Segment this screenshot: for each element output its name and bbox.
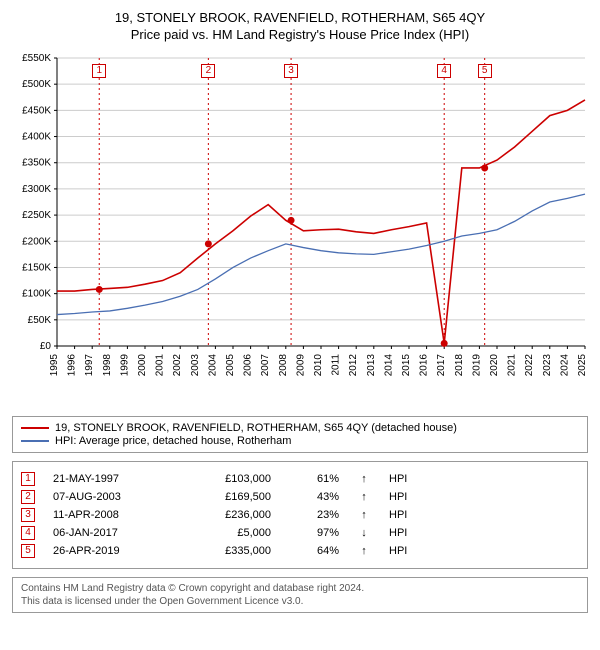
svg-text:2012: 2012 [348,354,359,377]
transaction-row: 2 07-AUG-2003 £169,500 43% ↑ HPI [21,490,579,504]
svg-text:£0: £0 [40,341,52,352]
svg-text:1996: 1996 [67,354,78,377]
svg-text:2009: 2009 [295,354,306,377]
tx-price: £236,000 [181,509,271,521]
svg-text:£200K: £200K [22,236,51,247]
svg-text:2003: 2003 [190,354,201,377]
svg-text:2013: 2013 [366,354,377,377]
svg-text:2008: 2008 [278,354,289,377]
svg-text:2015: 2015 [401,354,412,377]
svg-text:2002: 2002 [172,354,183,377]
tx-date: 11-APR-2008 [53,509,163,521]
svg-text:1995: 1995 [49,354,60,377]
footer-line-1: Contains HM Land Registry data © Crown c… [21,582,579,595]
svg-text:2006: 2006 [243,354,254,377]
tx-percent: 97% [289,527,339,539]
tx-tag: HPI [389,545,419,557]
svg-text:£500K: £500K [22,79,51,90]
data-attribution: Contains HM Land Registry data © Crown c… [12,577,588,613]
legend-item-0: 19, STONELY BROOK, RAVENFIELD, ROTHERHAM… [21,422,579,434]
svg-text:2010: 2010 [313,354,324,377]
chart-marker-1: 1 [92,64,106,78]
svg-text:2005: 2005 [225,354,236,377]
svg-text:2023: 2023 [542,354,553,377]
chart-marker-5: 5 [478,64,492,78]
tx-direction-icon: ↑ [357,509,371,521]
tx-direction-icon: ↑ [357,491,371,503]
svg-text:2007: 2007 [260,354,271,377]
svg-text:2000: 2000 [137,354,148,377]
tx-price: £169,500 [181,491,271,503]
tx-direction-icon: ↑ [357,473,371,485]
tx-price: £5,000 [181,527,271,539]
tx-index: 5 [21,544,35,558]
svg-text:2001: 2001 [155,354,166,377]
tx-date: 06-JAN-2017 [53,527,163,539]
svg-text:£450K: £450K [22,105,51,116]
chart-svg: £0 £50K £100K £150K £200K £250K £300K £350K £400… [9,48,591,408]
svg-text:1998: 1998 [102,354,113,377]
tx-percent: 43% [289,491,339,503]
tx-tag: HPI [389,473,419,485]
tx-price: £335,000 [181,545,271,557]
svg-text:2022: 2022 [524,354,535,377]
tx-index: 4 [21,526,35,540]
transaction-row: 5 26-APR-2019 £335,000 64% ↑ HPI [21,544,579,558]
transactions-table: 1 21-MAY-1997 £103,000 61% ↑ HPI 2 07-AUG-2003 £… [12,461,588,569]
svg-text:2014: 2014 [383,354,394,377]
tx-price: £103,000 [181,473,271,485]
chart-marker-4: 4 [437,64,451,78]
transaction-row: 1 21-MAY-1997 £103,000 61% ↑ HPI [21,472,579,486]
chart-marker-2: 2 [201,64,215,78]
svg-text:2019: 2019 [471,354,482,377]
legend-label: HPI: Average price, detached house, Roth… [55,435,291,447]
legend-swatch [21,427,49,429]
svg-text:£250K: £250K [22,210,51,221]
svg-text:£550K: £550K [22,53,51,64]
footer-line-2: This data is licensed under the Open Gov… [21,595,579,608]
tx-direction-icon: ↓ [357,527,371,539]
tx-index: 3 [21,508,35,522]
legend-label: 19, STONELY BROOK, RAVENFIELD, ROTHERHAM… [55,422,457,434]
svg-text:£350K: £350K [22,158,51,169]
tx-tag: HPI [389,491,419,503]
tx-percent: 23% [289,509,339,521]
title-subtitle: Price paid vs. HM Land Registry's House … [8,27,592,42]
chart-legend: 19, STONELY BROOK, RAVENFIELD, ROTHERHAM… [12,416,588,453]
svg-text:£300K: £300K [22,184,51,195]
transaction-row: 3 11-APR-2008 £236,000 23% ↑ HPI [21,508,579,522]
tx-date: 26-APR-2019 [53,545,163,557]
tx-tag: HPI [389,527,419,539]
svg-text:2016: 2016 [419,354,430,377]
chart-marker-3: 3 [284,64,298,78]
title-address: 19, STONELY BROOK, RAVENFIELD, ROTHERHAM… [8,10,592,25]
svg-text:2020: 2020 [489,354,500,377]
legend-swatch [21,440,49,442]
tx-index: 2 [21,490,35,504]
legend-item-1: HPI: Average price, detached house, Roth… [21,435,579,447]
svg-text:2021: 2021 [507,354,518,377]
svg-text:2025: 2025 [577,354,588,377]
svg-text:2024: 2024 [559,354,570,377]
svg-text:1999: 1999 [119,354,130,377]
tx-index: 1 [21,472,35,486]
tx-direction-icon: ↑ [357,545,371,557]
svg-text:£150K: £150K [22,262,51,273]
svg-text:£400K: £400K [22,132,51,143]
svg-text:2011: 2011 [331,354,342,376]
svg-text:1997: 1997 [84,354,95,377]
tx-date: 21-MAY-1997 [53,473,163,485]
svg-text:£50K: £50K [28,315,52,326]
svg-text:2017: 2017 [436,354,447,377]
tx-tag: HPI [389,509,419,521]
svg-text:2018: 2018 [454,354,465,377]
tx-percent: 61% [289,473,339,485]
price-chart: £0 £50K £100K £150K £200K £250K £300K £350K £400… [9,48,591,408]
tx-date: 07-AUG-2003 [53,491,163,503]
svg-text:2004: 2004 [207,354,218,377]
tx-percent: 64% [289,545,339,557]
transaction-row: 4 06-JAN-2017 £5,000 97% ↓ HPI [21,526,579,540]
svg-text:£100K: £100K [22,289,51,300]
